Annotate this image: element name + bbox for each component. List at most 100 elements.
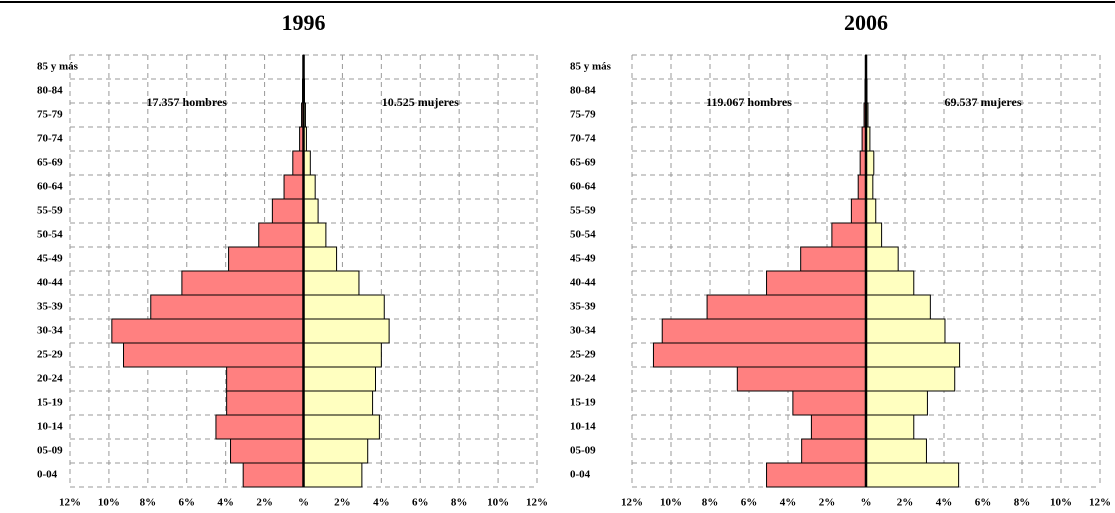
bar-women bbox=[303, 270, 360, 296]
x-tick-label: 6% bbox=[741, 497, 758, 509]
y-tick-label: 15-19 bbox=[570, 397, 596, 409]
bar-men bbox=[792, 390, 867, 416]
x-tick-label: 4% bbox=[936, 497, 953, 509]
x-tick-label: 8% bbox=[140, 497, 157, 509]
y-tick-label: 35-39 bbox=[570, 301, 596, 313]
bar-men bbox=[766, 462, 867, 488]
bar-women bbox=[303, 390, 374, 416]
x-tick-label: 12% bbox=[59, 497, 81, 509]
y-tick-label: 25-29 bbox=[570, 349, 596, 361]
y-tick-label: 0-04 bbox=[570, 469, 591, 481]
y-tick-label: 60-64 bbox=[570, 181, 596, 193]
bar-men bbox=[271, 198, 305, 224]
y-tick-label: 70-74 bbox=[570, 133, 596, 145]
y-tick-label: 25-29 bbox=[37, 349, 63, 361]
x-tick-label: 8% bbox=[702, 497, 719, 509]
x-tick-label: 10% bbox=[98, 497, 120, 509]
annotation: 17.357 hombres bbox=[147, 95, 228, 109]
y-tick-label: 40-44 bbox=[570, 277, 596, 289]
y-tick-label: 0-04 bbox=[37, 469, 58, 481]
bar-men bbox=[706, 294, 867, 320]
x-tick-label: 10% bbox=[487, 497, 509, 509]
y-tick-label: 65-69 bbox=[37, 157, 63, 169]
x-tick-label: 12% bbox=[526, 497, 548, 509]
y-tick-label: 85 y más bbox=[570, 61, 612, 73]
x-tick-label: 2% bbox=[897, 497, 914, 509]
y-tick-label: 15-19 bbox=[37, 397, 63, 409]
y-tick-label: 55-59 bbox=[37, 205, 63, 217]
bar-men bbox=[181, 270, 305, 296]
bar-women bbox=[303, 414, 380, 440]
y-tick-label: 40-44 bbox=[37, 277, 63, 289]
bar-women bbox=[303, 174, 316, 200]
bar-men bbox=[766, 270, 867, 296]
x-tick-label: 2% bbox=[819, 497, 836, 509]
bar-women bbox=[303, 342, 382, 368]
x-tick-label: 4% bbox=[780, 497, 797, 509]
x-tick-label: % bbox=[861, 497, 872, 509]
x-tick-label: % bbox=[298, 497, 309, 509]
bar-women bbox=[303, 294, 385, 320]
y-tick-label: 80-84 bbox=[37, 85, 63, 97]
bar-women bbox=[865, 390, 928, 416]
x-tick-label: 4% bbox=[373, 497, 390, 509]
y-tick-label: 65-69 bbox=[570, 157, 596, 169]
x-tick-label: 6% bbox=[412, 497, 429, 509]
bar-women bbox=[865, 438, 927, 464]
bar-women bbox=[303, 366, 376, 392]
bar-women bbox=[865, 366, 956, 392]
x-tick-label: 10% bbox=[660, 497, 682, 509]
bar-women bbox=[865, 198, 877, 224]
y-tick-label: 70-74 bbox=[37, 133, 63, 145]
annotation: 10.525 mujeres bbox=[382, 95, 459, 109]
annotation: 69.537 mujeres bbox=[944, 95, 1021, 109]
bar-women bbox=[303, 198, 319, 224]
y-tick-label: 75-79 bbox=[570, 109, 596, 121]
bar-men bbox=[123, 342, 304, 368]
bar-women bbox=[303, 246, 338, 272]
annotation: 119.067 hombres bbox=[706, 95, 792, 109]
x-tick-label: 10% bbox=[1050, 497, 1072, 509]
bar-men bbox=[230, 438, 304, 464]
bar-men bbox=[800, 246, 867, 272]
chart-title: 2006 bbox=[844, 10, 888, 35]
y-tick-label: 50-54 bbox=[570, 229, 596, 241]
bar-women bbox=[865, 342, 961, 368]
y-tick-label: 55-59 bbox=[570, 205, 596, 217]
y-tick-label: 35-39 bbox=[37, 301, 63, 313]
bar-men bbox=[228, 246, 304, 272]
y-tick-label: 10-14 bbox=[570, 421, 596, 433]
bar-men bbox=[292, 150, 304, 176]
y-tick-label: 50-54 bbox=[37, 229, 63, 241]
bar-men bbox=[215, 414, 304, 440]
bar-men bbox=[111, 318, 304, 344]
x-tick-label: 6% bbox=[975, 497, 992, 509]
y-tick-label: 30-34 bbox=[570, 325, 596, 337]
y-tick-label: 20-24 bbox=[570, 373, 596, 385]
x-tick-label: 8% bbox=[1014, 497, 1031, 509]
y-tick-label: 80-84 bbox=[570, 85, 596, 97]
bar-men bbox=[226, 390, 305, 416]
y-tick-label: 05-09 bbox=[570, 445, 596, 457]
y-tick-label: 30-34 bbox=[37, 325, 63, 337]
x-tick-label: 12% bbox=[1089, 497, 1111, 509]
x-tick-label: 12% bbox=[621, 497, 643, 509]
bar-men bbox=[661, 318, 867, 344]
bar-men bbox=[150, 294, 304, 320]
chart-title: 1996 bbox=[282, 10, 326, 35]
x-tick-label: 2% bbox=[256, 497, 273, 509]
bar-men bbox=[736, 366, 867, 392]
y-tick-label: 45-49 bbox=[37, 253, 63, 265]
bar-women bbox=[865, 270, 915, 296]
bar-men bbox=[226, 366, 305, 392]
x-tick-label: 8% bbox=[451, 497, 468, 509]
y-tick-label: 10-14 bbox=[37, 421, 63, 433]
y-tick-label: 85 y más bbox=[37, 61, 79, 73]
bar-women bbox=[865, 246, 899, 272]
bar-women bbox=[865, 462, 960, 488]
bar-women bbox=[303, 462, 363, 488]
y-tick-label: 20-24 bbox=[37, 373, 63, 385]
bar-men bbox=[283, 174, 304, 200]
y-tick-label: 60-64 bbox=[37, 181, 63, 193]
